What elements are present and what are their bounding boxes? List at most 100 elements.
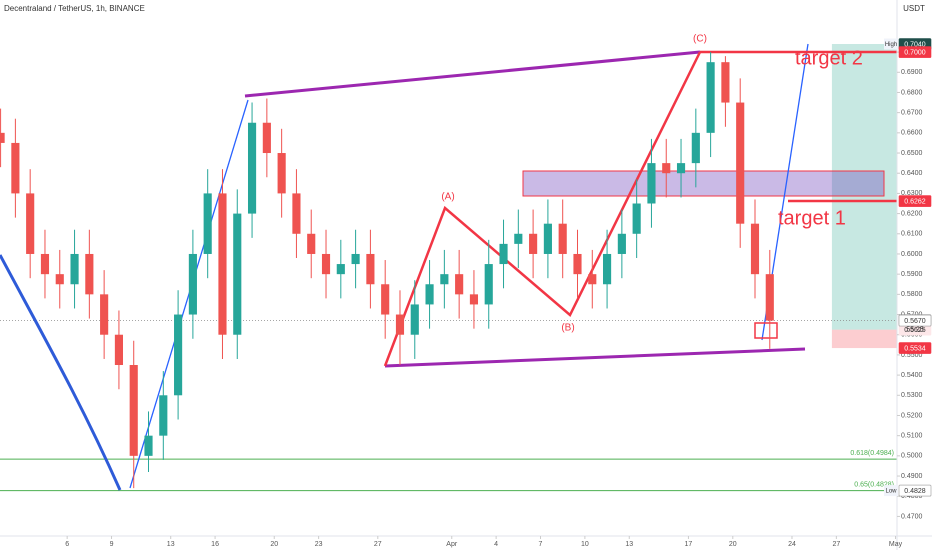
price-tag bbox=[898, 46, 932, 58]
trend-curve bbox=[0, 254, 122, 491]
x-tick-label: 23 bbox=[315, 541, 323, 548]
candle-body bbox=[129, 365, 138, 456]
countdown: 55:25 bbox=[906, 326, 924, 333]
candle-body bbox=[706, 62, 715, 133]
candle-body bbox=[632, 203, 641, 234]
target-label: target 2 bbox=[795, 47, 863, 69]
price-tag-label: 0.5670 bbox=[904, 318, 926, 325]
price-tag-label: 0.4828 bbox=[904, 488, 926, 495]
candle-body bbox=[114, 334, 123, 366]
price-tag bbox=[898, 484, 932, 497]
candle-body bbox=[11, 142, 20, 194]
x-tick-label: 17 bbox=[685, 541, 693, 548]
tag-note-box bbox=[884, 38, 898, 50]
chart-title: Decentraland / TetherUS, 1h, BINANCE bbox=[4, 4, 145, 13]
y-tick-label: 0.4800 bbox=[901, 493, 923, 500]
candle-body bbox=[307, 233, 316, 254]
y-tick-label: 0.6600 bbox=[901, 130, 923, 137]
x-tick-label: 10 bbox=[581, 541, 589, 548]
candle-body bbox=[529, 233, 538, 254]
candle-body bbox=[188, 253, 197, 315]
x-tick-label: 16 bbox=[211, 541, 219, 548]
x-tick-label: 13 bbox=[167, 541, 175, 548]
price-tag-label: 0.7000 bbox=[904, 49, 926, 56]
price-tag bbox=[898, 342, 932, 354]
candle-body bbox=[603, 253, 612, 285]
y-tick-label: 0.4700 bbox=[901, 513, 923, 520]
candle-body bbox=[159, 395, 168, 436]
y-tick-label: 0.5100 bbox=[901, 433, 923, 440]
y-tick-label: 0.6300 bbox=[901, 190, 923, 197]
y-tick-label: 0.6900 bbox=[901, 69, 923, 76]
candle-body bbox=[750, 223, 760, 275]
candle-body bbox=[721, 62, 730, 103]
fib-label: 0.65(0.4828) bbox=[854, 481, 894, 488]
candle-body bbox=[440, 274, 449, 285]
candle-body bbox=[336, 264, 345, 275]
marker-box bbox=[754, 322, 778, 339]
x-tick-label: 20 bbox=[270, 541, 278, 548]
y-tick-label: 0.5500 bbox=[901, 352, 923, 359]
profit-zone bbox=[831, 44, 897, 330]
tag-note-box bbox=[884, 485, 898, 497]
candle-body bbox=[292, 193, 301, 234]
y-tick-label: 0.5400 bbox=[901, 372, 923, 379]
candle-body bbox=[588, 274, 597, 285]
target-label: target 1 bbox=[778, 207, 846, 229]
candle-body bbox=[233, 213, 242, 335]
candle-body bbox=[55, 274, 64, 285]
candle-body bbox=[499, 243, 508, 265]
candle-body bbox=[691, 132, 700, 164]
candle-body bbox=[70, 253, 79, 285]
price-tag-label: 0.5534 bbox=[904, 345, 926, 352]
candle-body bbox=[573, 253, 582, 275]
candle-body bbox=[26, 193, 35, 254]
candle-body bbox=[100, 294, 109, 335]
loss-zone bbox=[831, 329, 897, 349]
channel-line bbox=[384, 347, 806, 368]
y-tick-label: 0.5000 bbox=[901, 453, 923, 460]
currency: USDT bbox=[903, 4, 925, 13]
position-layer: 0.618(0.4984) 0.65(0.4828) bbox=[0, 44, 897, 492]
candle-body bbox=[514, 233, 523, 244]
price-tag-label: 0.7040 bbox=[904, 41, 926, 48]
wave-label: (A) bbox=[441, 192, 454, 203]
candle-body bbox=[277, 153, 286, 194]
candle-body bbox=[543, 223, 552, 254]
price-tag-label: 0.6262 bbox=[904, 198, 926, 205]
x-tick-label: 24 bbox=[788, 541, 796, 548]
candle-body bbox=[0, 132, 5, 143]
candle-body bbox=[366, 253, 375, 285]
axes: 0.4700 0.4800 0.4900 0.5000 0.5100 0.5200 0.53… bbox=[65, 38, 932, 548]
x-tick-label: 6 bbox=[65, 541, 69, 548]
x-tick-label: 27 bbox=[832, 541, 840, 548]
candle-body bbox=[381, 284, 390, 315]
fib-label: 0.618(0.4984) bbox=[850, 450, 894, 457]
candle-body bbox=[144, 435, 153, 456]
x-tick-label: 4 bbox=[494, 541, 498, 548]
x-tick-label: May bbox=[889, 541, 903, 548]
candle-body bbox=[85, 253, 94, 295]
wave-label: (B) bbox=[561, 323, 574, 334]
y-tick-label: 0.5200 bbox=[901, 412, 923, 419]
y-tick-label: 0.4900 bbox=[901, 473, 923, 480]
candle-body bbox=[455, 274, 464, 295]
candle-body bbox=[410, 304, 419, 335]
y-tick-label: 0.5800 bbox=[901, 291, 923, 298]
zone bbox=[522, 170, 885, 197]
y-tick-label: 0.6200 bbox=[901, 210, 923, 217]
x-tick-label: 7 bbox=[539, 541, 543, 548]
candle-body bbox=[247, 122, 257, 214]
y-tick-label: 0.6100 bbox=[901, 231, 923, 238]
candles bbox=[0, 52, 774, 489]
y-tick-label: 0.6000 bbox=[901, 251, 923, 258]
y-tick-label: 0.5900 bbox=[901, 271, 923, 278]
x-tick-label: 13 bbox=[625, 541, 633, 548]
price-tag bbox=[898, 314, 932, 327]
candle-body bbox=[262, 122, 271, 154]
candle-body bbox=[662, 163, 671, 174]
tag-note: Low bbox=[885, 489, 897, 495]
x-tick-label: 9 bbox=[110, 541, 114, 548]
y-tick-label: 0.5300 bbox=[901, 392, 923, 399]
